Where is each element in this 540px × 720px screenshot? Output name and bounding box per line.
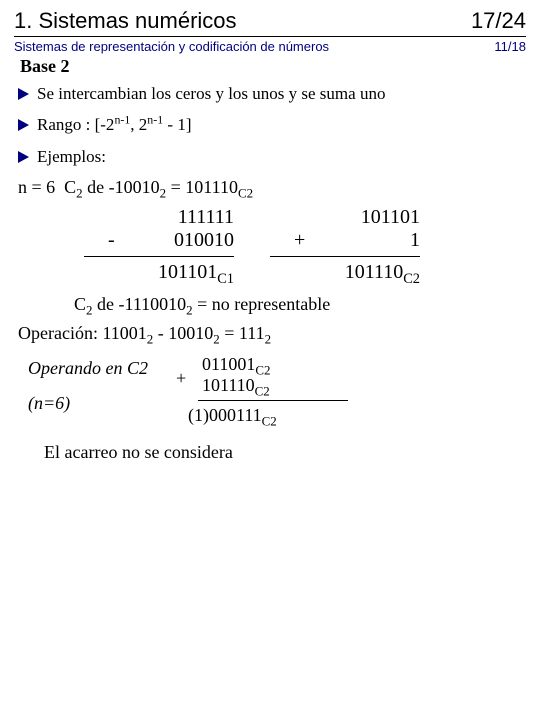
- calc-left-ressub: C1: [217, 271, 234, 287]
- ex2-C: C: [74, 294, 86, 314]
- range-exp2: n-1: [147, 113, 163, 127]
- calc-right-res: 101110: [345, 261, 404, 283]
- header-row: 1. Sistemas numéricos 17/24: [14, 8, 526, 37]
- range-exp1: n-1: [114, 113, 130, 127]
- ex1-ressub: C2: [238, 185, 253, 200]
- note-l2: (n=6): [28, 393, 148, 414]
- calc-row: + 011001C2: [176, 354, 348, 375]
- calc-left-r2: 010010: [124, 229, 234, 252]
- operation-note: Operando en C2 (n=6): [28, 354, 148, 428]
- op-blank: [108, 206, 124, 229]
- calc-left-res: 101101: [158, 261, 217, 283]
- bullet-item: Rango : [-2n-1, 2n-1 - 1]: [18, 114, 526, 135]
- calc-bottom-r2: 101110C2: [196, 375, 336, 396]
- triangle-icon: [18, 151, 29, 163]
- calc-right-ressub: C2: [403, 271, 420, 287]
- note-l1: Operando en C2: [28, 358, 148, 379]
- triangle-icon: [18, 119, 29, 131]
- calc-bottom-r1-num: 011001: [202, 354, 255, 374]
- calc-right-r2: 1: [310, 229, 420, 252]
- calc-right: 101101 + 1 101110C2: [270, 206, 420, 284]
- bullet-range-text: Rango : [-2n-1, 2n-1 - 1]: [37, 114, 191, 135]
- op-blank: [294, 206, 310, 229]
- ex2-eq: = no representable: [193, 294, 331, 314]
- opline-s3: 2: [265, 331, 271, 346]
- calc-bottom-r2-sub: C2: [255, 383, 270, 398]
- example1-line: n = 6 C2 de -100102 = 101110C2: [18, 177, 526, 198]
- calc-right-op: +: [294, 229, 310, 252]
- chapter-title: 1. Sistemas numéricos: [14, 8, 237, 34]
- divider: [84, 256, 234, 257]
- range-prefix: Rango : [-2: [37, 115, 114, 134]
- range-mid: , 2: [130, 115, 147, 134]
- calc-bottom-r1: 011001C2: [196, 354, 336, 375]
- operation-line: Operación: 110012 - 100102 = 1112: [18, 323, 526, 344]
- calc-grid: 111111 - 010010 101101C1 101101 + 1 1011: [84, 206, 526, 284]
- calc-left-op: -: [108, 229, 124, 252]
- page-number: 17/24: [471, 8, 526, 34]
- calc-right-result: 101110C2: [270, 261, 420, 284]
- final-note: El acarreo no se considera: [44, 442, 526, 463]
- calc-row: - 010010: [84, 229, 234, 252]
- bullet-item: Se intercambian los ceros y los unos y s…: [18, 83, 526, 104]
- ex2-de: de -1110010: [93, 294, 187, 314]
- calc-bottom-result: (1)000111C2: [176, 405, 348, 426]
- bullet-text: Se intercambian los ceros y los unos y s…: [37, 83, 385, 104]
- calc-row: 111111: [84, 206, 234, 229]
- bottom-grid: Operando en C2 (n=6) + 011001C2 101110C2…: [28, 354, 526, 428]
- opline-eq: = 111: [220, 323, 265, 343]
- sub-page-number: 11/18: [494, 39, 526, 54]
- example2-line: C2 de -11100102 = no representable: [74, 294, 526, 315]
- calc-bottom-op: +: [176, 368, 196, 389]
- calc-left-result: 101101C1: [84, 261, 234, 284]
- section-label: Base 2: [20, 56, 526, 77]
- bullet-item: Ejemplos:: [18, 146, 526, 167]
- ex1-n: n = 6: [18, 177, 55, 197]
- ex1-de: de -10010: [83, 177, 160, 197]
- slide-page: 1. Sistemas numéricos 17/24 Sistemas de …: [0, 0, 540, 463]
- calc-bottom-ressub: C2: [262, 413, 277, 428]
- triangle-icon: [18, 88, 29, 100]
- divider: [270, 256, 420, 257]
- calc-bottom: + 011001C2 101110C2 (1)000111C2: [176, 354, 348, 426]
- subheader-row: Sistemas de representación y codificació…: [14, 39, 526, 54]
- calc-left-r1: 111111: [124, 206, 234, 229]
- subtitle: Sistemas de representación y codificació…: [14, 39, 329, 54]
- calc-bottom-r2-num: 101110: [202, 375, 255, 395]
- opline-m: - 10010: [153, 323, 213, 343]
- range-tail: - 1]: [163, 115, 191, 134]
- calc-row: + 1: [270, 229, 420, 252]
- calc-right-r1: 101101: [310, 206, 420, 229]
- bullet-text: Ejemplos:: [37, 146, 106, 167]
- bullet-list: Se intercambian los ceros y los unos y s…: [18, 83, 526, 167]
- calc-row: 101110C2: [176, 375, 348, 396]
- ex1-eq: = 101110: [166, 177, 238, 197]
- calc-row: 101101: [270, 206, 420, 229]
- calc-left: 111111 - 010010 101101C1: [84, 206, 234, 284]
- ex1-Cprefix: C: [64, 177, 76, 197]
- calc-bottom-res: (1)000111: [188, 405, 262, 425]
- opline-p: Operación: 11001: [18, 323, 147, 343]
- divider: [198, 400, 348, 401]
